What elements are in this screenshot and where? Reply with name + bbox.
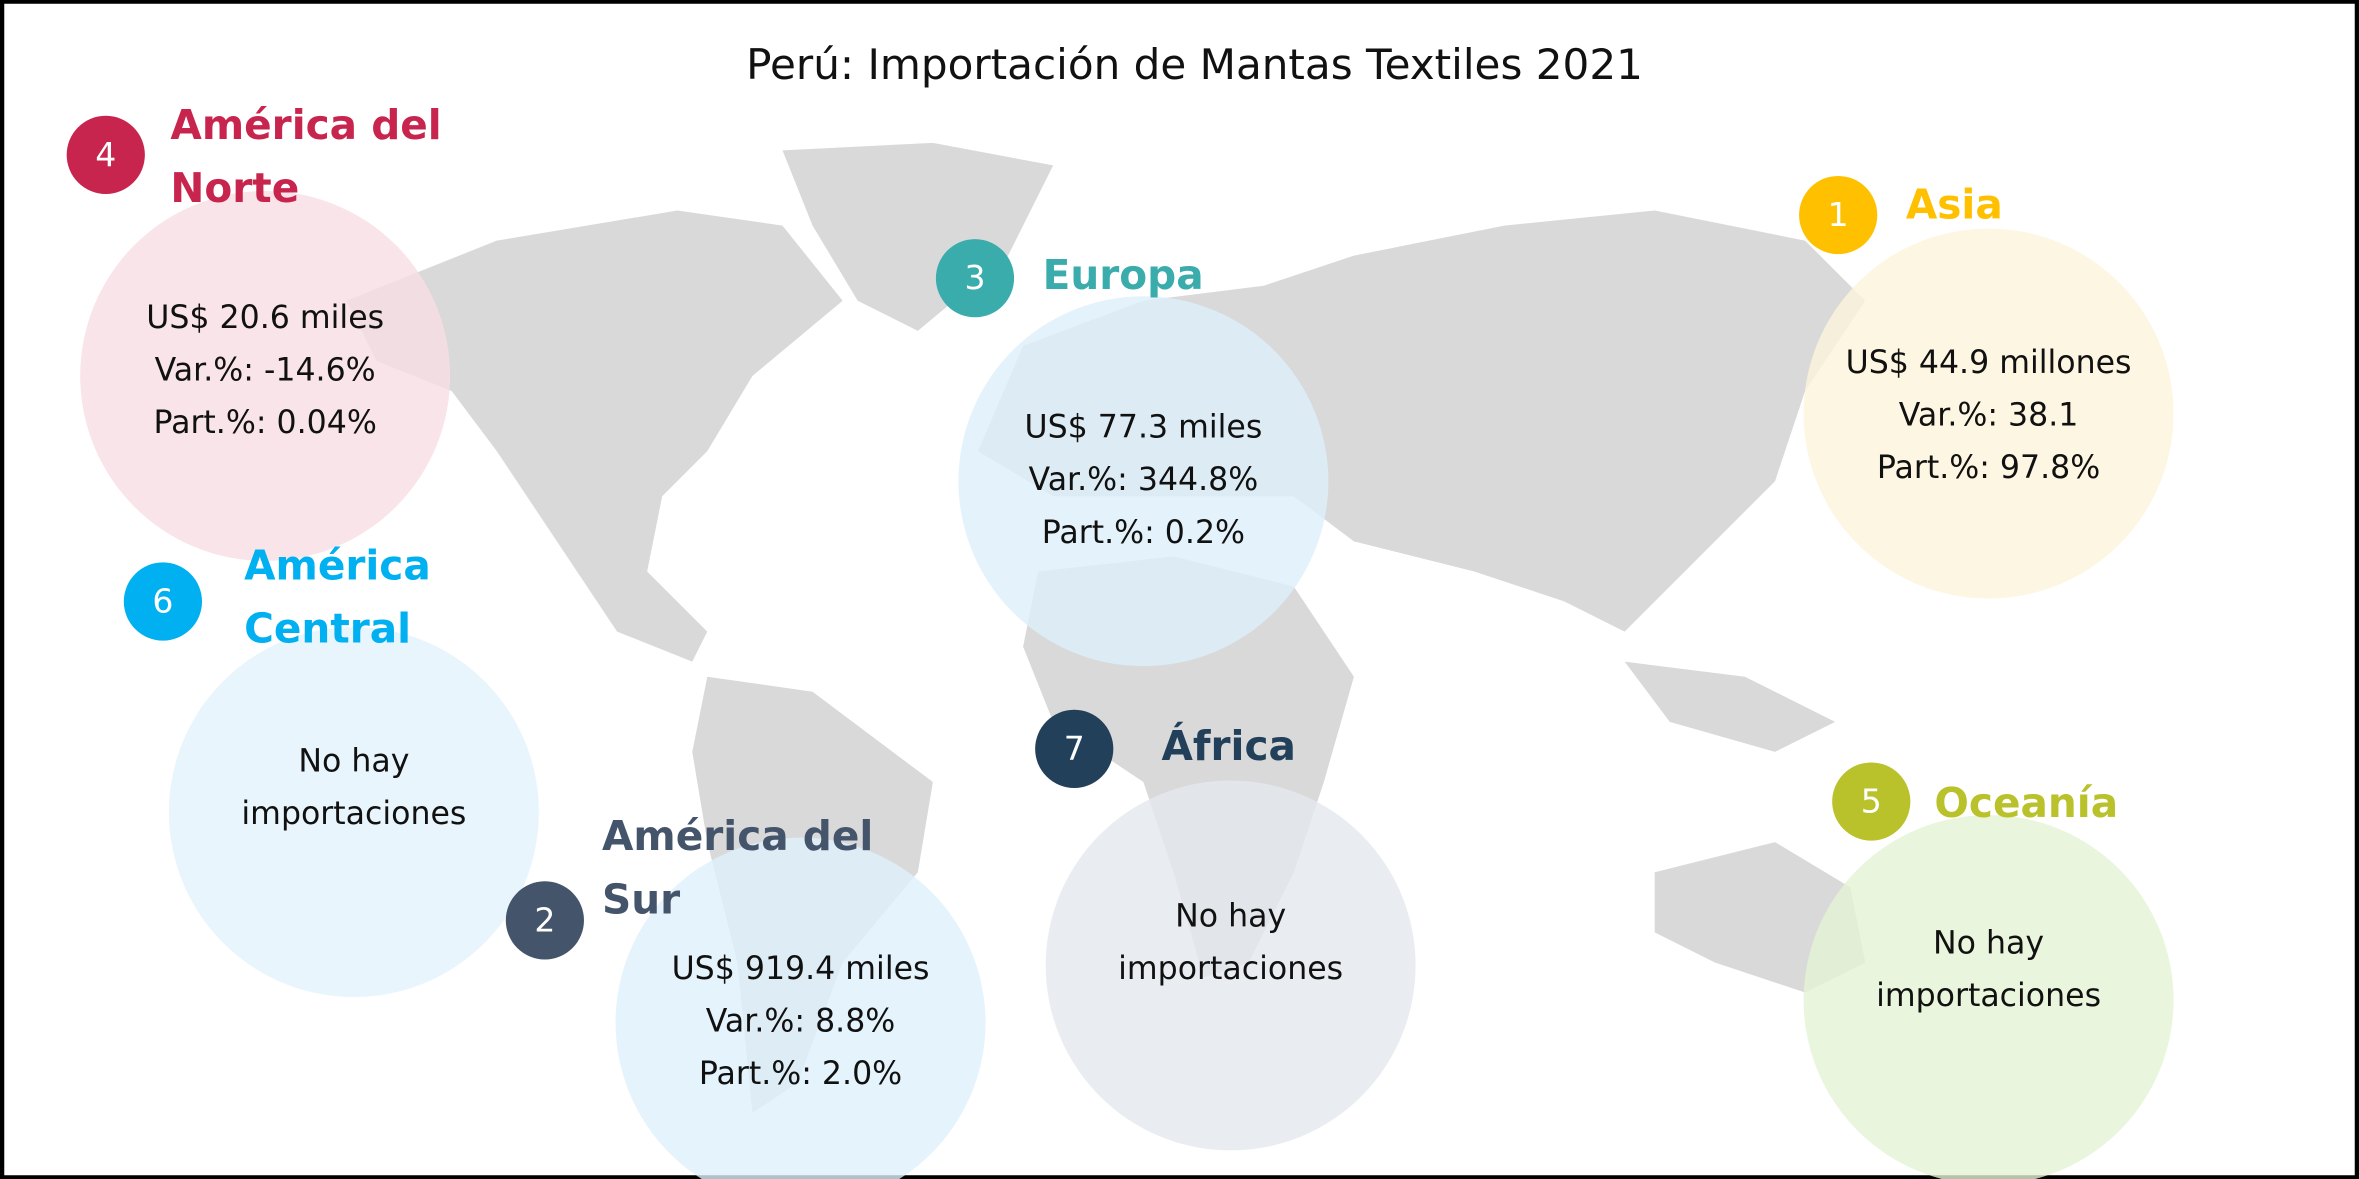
region-bubble — [1803, 815, 2174, 1179]
region-detail: Var.%: 344.8% — [1029, 462, 1259, 498]
region-detail: importaciones — [241, 796, 466, 832]
region-detail: Part.%: 0.2% — [1042, 515, 1245, 551]
title: Perú: Importación de Mantas Textiles 202… — [746, 40, 1643, 89]
rank-number: 4 — [95, 135, 116, 174]
rank-number: 5 — [1861, 782, 1882, 821]
region-detail: US$ 77.3 miles — [1024, 410, 1262, 446]
region-detail: Var.%: -14.6% — [155, 352, 376, 388]
region-name: Oceanía — [1934, 779, 2118, 827]
rank-number: 6 — [152, 582, 173, 621]
rank-badge — [123, 562, 203, 641]
region-detail: No hay — [298, 743, 409, 779]
rank-badge — [66, 115, 145, 194]
region-detail: importaciones — [1118, 951, 1343, 987]
region-bubble — [958, 296, 1329, 667]
indonesia — [1624, 661, 1836, 752]
region-name: América del — [602, 812, 873, 860]
rank-number: 3 — [964, 258, 985, 297]
region-name: Norte — [170, 164, 299, 212]
region-detail: US$ 44.9 millones — [1846, 345, 2132, 381]
region-bubble — [80, 190, 451, 561]
rank-badge — [935, 239, 1015, 318]
region-detail: US$ 919.4 miles — [672, 951, 930, 987]
region-name: Asia — [1906, 181, 2003, 229]
region-detail: Var.%: 38.1 — [1899, 398, 2079, 434]
greenland — [782, 142, 1054, 331]
region-name: Central — [244, 605, 411, 653]
region-detail: Var.%: 8.8% — [706, 1004, 896, 1040]
rank-badge — [1832, 762, 1911, 841]
rank-number: 7 — [1064, 729, 1085, 768]
rank-badge — [505, 881, 584, 960]
region-bubble — [615, 837, 986, 1179]
region-bubble — [1045, 780, 1416, 1151]
rank-badge — [1799, 175, 1878, 255]
region-detail: Part.%: 0.04% — [153, 405, 376, 441]
region-name: América del — [170, 101, 441, 149]
region-name: Sur — [602, 875, 680, 923]
region-detail: Part.%: 2.0% — [699, 1056, 902, 1092]
region-name: Europa — [1043, 251, 1204, 299]
rank-badge — [1035, 709, 1114, 789]
region-detail: Part.%: 97.8% — [1877, 450, 2100, 486]
region-name: África — [1161, 722, 1295, 770]
north-america — [346, 210, 843, 662]
rank-number: 1 — [1828, 195, 1849, 234]
rank-number: 2 — [534, 900, 555, 939]
region-detail: No hay — [1175, 898, 1286, 934]
region-detail: US$ 20.6 miles — [146, 300, 384, 336]
region-detail: importaciones — [1876, 978, 2101, 1014]
region-name: América — [244, 541, 431, 589]
region-detail: No hay — [1933, 925, 2044, 961]
region-bubble — [168, 627, 539, 998]
region-bubble — [1803, 228, 2174, 599]
